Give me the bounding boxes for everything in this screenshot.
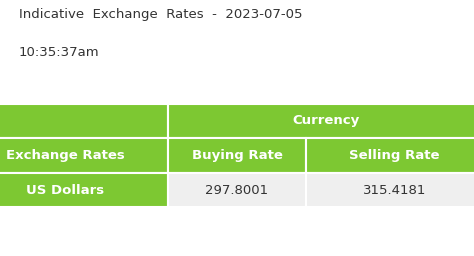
Bar: [306, 138, 474, 173]
Text: Indicative  Exchange  Rates  -  2023-07-05: Indicative Exchange Rates - 2023-07-05: [19, 8, 302, 21]
Text: 315.4181: 315.4181: [363, 184, 426, 197]
Bar: [306, 173, 474, 207]
Text: 10:35:37am: 10:35:37am: [19, 46, 100, 59]
Bar: [168, 138, 306, 173]
Text: Currency: Currency: [292, 114, 359, 127]
Bar: [0, 173, 168, 207]
Text: Selling Rate: Selling Rate: [349, 149, 440, 162]
Text: Exchange Rates: Exchange Rates: [6, 149, 125, 162]
Bar: [0, 138, 168, 173]
Text: 297.8001: 297.8001: [205, 184, 269, 197]
Bar: [168, 104, 474, 138]
Text: US Dollars: US Dollars: [26, 184, 104, 197]
Text: Buying Rate: Buying Rate: [191, 149, 283, 162]
Bar: [168, 173, 306, 207]
Bar: [0, 104, 168, 138]
